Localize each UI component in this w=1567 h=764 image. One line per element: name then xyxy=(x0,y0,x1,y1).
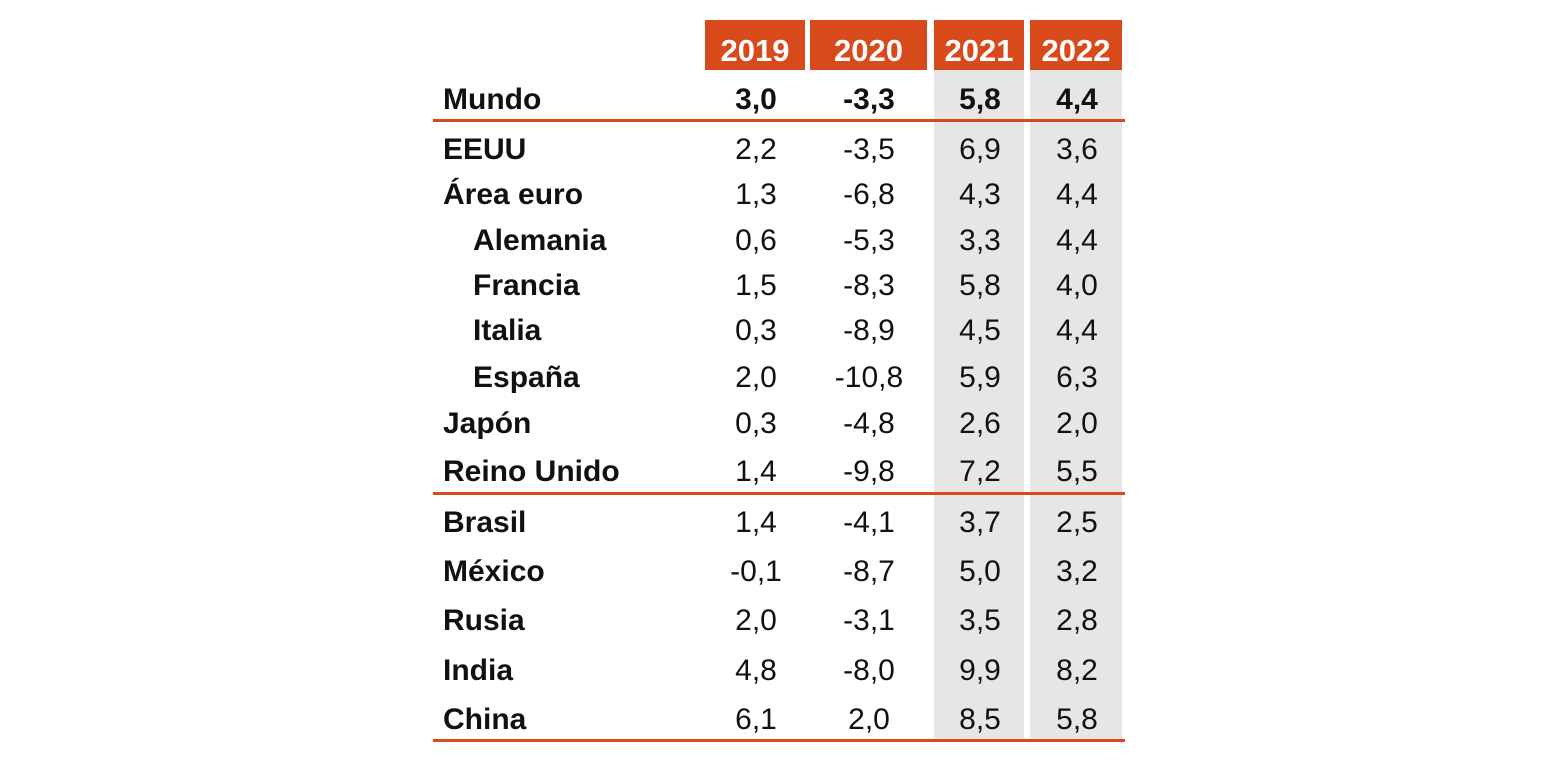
value-cell: 4,3 xyxy=(959,178,1001,211)
value-cell: 3,0 xyxy=(735,83,777,116)
row-label: EEUU xyxy=(443,133,527,166)
value-cell: -4,8 xyxy=(843,407,895,440)
value-cell: -9,8 xyxy=(843,455,895,488)
value-cell: 5,8 xyxy=(1056,703,1098,736)
value-cell: 1,4 xyxy=(735,455,777,488)
value-cell: -3,5 xyxy=(843,133,895,166)
value-cell: 5,5 xyxy=(1056,455,1098,488)
row-label: Área euro xyxy=(443,178,584,211)
value-cell: -6,8 xyxy=(843,178,895,211)
row-label: Italia xyxy=(473,314,542,347)
value-cell: -8,0 xyxy=(843,654,895,687)
year-header-2021: 2021 xyxy=(934,20,1024,70)
value-cell: 8,5 xyxy=(959,703,1001,736)
value-cell: 2,2 xyxy=(735,133,777,166)
value-cell: 3,7 xyxy=(959,506,1001,539)
value-cell: 4,4 xyxy=(1056,178,1098,211)
row-label: Francia xyxy=(473,269,580,302)
value-cell: -3,1 xyxy=(843,604,895,637)
value-cell: -4,1 xyxy=(843,506,895,539)
row-label: Japón xyxy=(443,407,532,440)
value-cell: 6,3 xyxy=(1056,361,1098,394)
value-cell: 3,6 xyxy=(1056,133,1098,166)
value-cell: 2,0 xyxy=(848,703,890,736)
value-cell: 3,5 xyxy=(959,604,1001,637)
value-cell: -3,3 xyxy=(843,83,895,116)
year-header-2019: 2019 xyxy=(705,20,805,70)
row-label: Brasil xyxy=(443,506,527,539)
row-label: China xyxy=(443,703,527,736)
value-cell: 2,6 xyxy=(959,407,1001,440)
value-cell: 2,0 xyxy=(1056,407,1098,440)
value-cell: 5,8 xyxy=(959,269,1001,302)
shaded-column-2021 xyxy=(934,70,1024,739)
value-cell: 4,4 xyxy=(1056,224,1098,257)
value-cell: 3,3 xyxy=(959,224,1001,257)
value-cell: -0,1 xyxy=(730,555,782,588)
shaded-column-2022 xyxy=(1030,70,1122,739)
value-cell: -8,7 xyxy=(843,555,895,588)
value-cell: 4,5 xyxy=(959,314,1001,347)
value-cell: -8,3 xyxy=(843,269,895,302)
value-cell: -8,9 xyxy=(843,314,895,347)
value-cell: 8,2 xyxy=(1056,654,1098,687)
value-cell: 4,8 xyxy=(735,654,777,687)
divider-rule xyxy=(433,739,1125,742)
value-cell: 5,0 xyxy=(959,555,1001,588)
value-cell: 1,4 xyxy=(735,506,777,539)
value-cell: 5,9 xyxy=(959,361,1001,394)
value-cell: 1,3 xyxy=(735,178,777,211)
value-cell: 4,4 xyxy=(1056,83,1098,116)
row-label: Alemania xyxy=(473,224,607,257)
year-header-2022: 2022 xyxy=(1030,20,1122,70)
divider-rule xyxy=(433,492,1125,495)
value-cell: 9,9 xyxy=(959,654,1001,687)
value-cell: 2,0 xyxy=(735,361,777,394)
value-cell: 2,8 xyxy=(1056,604,1098,637)
row-label: México xyxy=(443,555,545,588)
value-cell: 4,4 xyxy=(1056,314,1098,347)
value-cell: -10,8 xyxy=(834,361,904,394)
value-cell: -5,3 xyxy=(843,224,895,257)
divider-rule xyxy=(433,119,1125,122)
value-cell: 3,2 xyxy=(1056,555,1098,588)
value-cell: 2,5 xyxy=(1056,506,1098,539)
value-cell: 6,1 xyxy=(735,703,777,736)
value-cell: 4,0 xyxy=(1056,269,1098,302)
value-cell: 0,3 xyxy=(735,314,777,347)
row-label: India xyxy=(443,654,514,687)
year-header-2020: 2020 xyxy=(810,20,927,70)
value-cell: 1,5 xyxy=(735,269,777,302)
row-label: España xyxy=(473,361,580,394)
row-label: Mundo xyxy=(443,83,542,116)
row-label: Reino Unido xyxy=(443,455,620,488)
value-cell: 0,3 xyxy=(735,407,777,440)
value-cell: 5,8 xyxy=(959,83,1001,116)
value-cell: 7,2 xyxy=(959,455,1001,488)
row-label: Rusia xyxy=(443,604,525,637)
value-cell: 0,6 xyxy=(735,224,777,257)
value-cell: 2,0 xyxy=(735,604,777,637)
value-cell: 6,9 xyxy=(959,133,1001,166)
